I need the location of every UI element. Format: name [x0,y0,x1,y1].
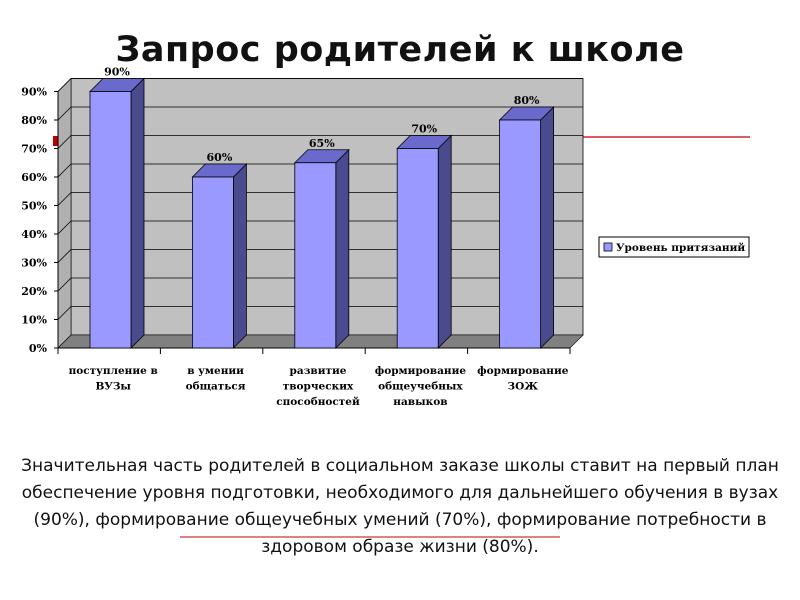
category-label: поступление в [69,365,158,377]
legend: Уровень притязаний [598,236,750,258]
y-tick-label: 50% [21,200,47,213]
gridline-side [57,220,72,235]
bar-2 [191,163,248,349]
category-label: общаться [186,381,246,393]
category-label: формирование [375,365,467,377]
data-label: 70% [411,123,437,136]
legend-swatch [603,242,613,252]
data-label: 65% [309,137,335,150]
category-label: творческих [283,381,354,393]
bar-side [232,163,247,349]
y-tick-label: 0% [29,342,48,355]
gridline-side [57,277,72,292]
gridline-side [57,192,72,206]
y-tick-label: 30% [21,257,47,270]
bar-front [294,162,337,349]
bar-front [191,176,234,349]
y-tick-label: 80% [21,114,47,127]
legend-label: Уровень притязаний [616,242,745,254]
gridline-side [57,106,72,121]
gridline-side [57,249,72,263]
bar-front [89,91,132,349]
data-label: 80% [514,94,540,107]
gridline-side [57,135,72,149]
bar-1 [89,77,145,349]
bar-front [396,148,439,349]
bar-5 [498,106,555,349]
bar-4 [396,134,453,349]
page-title: Запрос родителей к школе [115,30,685,70]
bar-side [130,77,145,349]
bar-side [437,134,452,349]
category-label: ЗОЖ [508,381,539,393]
caption-text: Значительная часть родителей в социально… [21,456,779,557]
bar-side [540,106,554,349]
category-label: способностей [276,396,360,408]
gridline-side [57,163,72,178]
category-label: в умении [187,365,244,377]
gridline-side [57,306,72,320]
bar-side [335,148,350,349]
y-tick-label: 20% [21,285,47,298]
bar-3 [293,148,350,349]
category-label: развитие [290,365,347,377]
category-label: навыков [393,396,447,408]
gridline-side [57,78,72,92]
data-label: 60% [207,151,233,164]
category-label: общеучебных [378,381,463,393]
plot-side-wall [57,77,72,349]
data-label: 90% [104,66,130,79]
category-label: формирование [477,365,569,377]
accent-mark [53,136,58,146]
y-tick-label: 70% [21,143,47,156]
y-tick-label: 10% [21,314,47,327]
y-tick-label: 60% [21,171,47,184]
y-tick-label: 90% [21,86,47,99]
category-label: ВУЗы [95,381,131,393]
y-tick-label: 40% [21,228,47,241]
bar-front [499,119,542,349]
legend-box [598,236,750,258]
